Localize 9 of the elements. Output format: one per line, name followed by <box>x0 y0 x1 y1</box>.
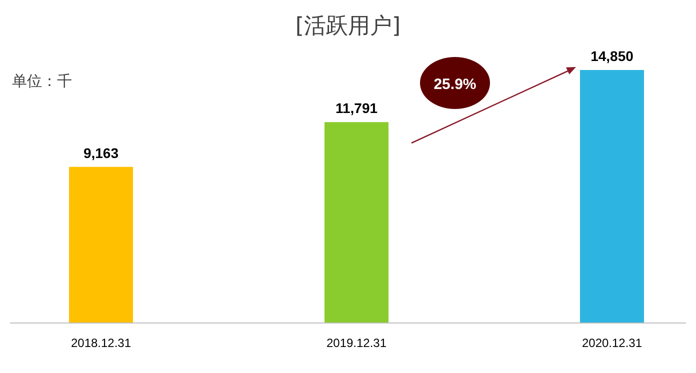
data-label: 9,163 <box>83 144 119 161</box>
x-tick-label: 2020.12.31 <box>582 336 642 350</box>
annotation: 单位：千 <box>12 73 72 90</box>
data-label: 14,850 <box>590 48 634 64</box>
x-tick-label: 2018.12.31 <box>70 336 132 350</box>
x-tick-label: 2019.12.31 <box>326 336 387 350</box>
annotation: 25.9% <box>434 76 476 93</box>
chart-title: [活跃用户] <box>295 14 401 39</box>
data-label: 11,791 <box>335 100 378 116</box>
